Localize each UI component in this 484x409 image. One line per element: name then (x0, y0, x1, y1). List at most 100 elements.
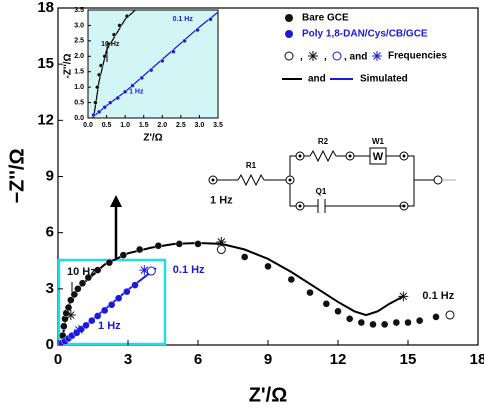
data-point (70, 290, 79, 299)
data-point (106, 41, 111, 47)
zoom-arrow-head (110, 195, 122, 207)
node (402, 154, 406, 158)
legend-marker (284, 51, 294, 61)
frequency-marker (216, 237, 227, 248)
legend-label: Frequencies (388, 51, 447, 62)
legend-label: and (308, 74, 326, 85)
frequency-marker (74, 325, 84, 336)
y-tick-label: 9 (46, 167, 54, 184)
legend: Bare GCE Poly 1,8-DAN/Cys/CB/GCE , , , a… (282, 13, 447, 85)
legend-label: , (300, 52, 303, 63)
legend-marker (285, 30, 293, 38)
circuit-label: R2 (318, 137, 329, 146)
data-point (119, 251, 128, 259)
data-point (148, 67, 154, 73)
data-point (175, 240, 184, 248)
plot-layer (91, 10, 218, 118)
annotation: 1 Hz (210, 195, 233, 207)
data-point (108, 100, 113, 105)
inset-annotation: 10 Hz (101, 41, 120, 48)
data-point (78, 279, 87, 287)
y-tick-label: 3 (46, 280, 54, 297)
inset-annotation: 0.1 Hz (173, 16, 194, 23)
data-point (208, 17, 213, 22)
data-point (96, 109, 102, 115)
x-tick-label: 2.0 (157, 122, 167, 129)
node (348, 154, 352, 158)
inset-annotation: 1 Hz (129, 89, 144, 96)
data-point (415, 316, 424, 325)
data-point (287, 275, 296, 284)
data-point (182, 38, 187, 44)
y-tick-label: 2.5 (74, 38, 84, 45)
inset-y-label: -Z''/Ω (63, 54, 74, 79)
legend-label: Poly 1,8-DAN/Cys/CB/GCE (302, 29, 428, 40)
data-point (392, 318, 401, 327)
capacitor (304, 199, 404, 213)
annotation: 0.1 Hz (173, 264, 205, 276)
data-point (135, 245, 144, 254)
inset-frame (87, 9, 219, 119)
resistor (309, 149, 337, 163)
data-point (306, 288, 314, 297)
x-tick-label: 9 (264, 351, 272, 368)
legend-label: , (324, 52, 327, 63)
frequency-marker (139, 265, 150, 276)
x-tick-label: 3.5 (213, 122, 223, 129)
data-point (105, 258, 114, 267)
node (211, 178, 215, 182)
x-tick-label: 1.0 (120, 122, 130, 129)
data-point (102, 104, 107, 110)
frequency-marker (216, 245, 226, 255)
x-tick-label: 18 (470, 351, 484, 368)
data-point (123, 287, 131, 296)
data-point (93, 266, 102, 274)
y-tick-label: 6 (46, 224, 54, 241)
node (433, 175, 443, 185)
node (402, 204, 406, 208)
fit-line (92, 10, 137, 118)
circuit-label: R1 (246, 161, 257, 170)
legend-marker (308, 51, 318, 61)
y-tick-label: 3.0 (74, 22, 84, 29)
data-point (130, 83, 135, 88)
data-point (91, 112, 96, 118)
data-point (334, 307, 342, 315)
data-point (98, 63, 104, 68)
data-point (154, 242, 163, 250)
data-point (64, 303, 73, 312)
y-tick-label: 0.5 (74, 99, 84, 106)
data-point (345, 315, 354, 323)
x-tick-label: 1.5 (139, 122, 149, 129)
circuit (208, 147, 456, 213)
legend-label: Simulated (360, 74, 408, 85)
data-point (124, 13, 130, 19)
data-point (357, 318, 366, 327)
data-point (160, 58, 165, 64)
x-tick-label: 6 (194, 351, 202, 368)
y-axis-label: −Z''/Ω (6, 149, 28, 204)
y-tick-label: 18 (37, 0, 54, 16)
data-point (107, 301, 116, 309)
legend-marker (332, 51, 342, 61)
wire (289, 155, 296, 207)
data-point (67, 296, 75, 304)
data-point (369, 320, 377, 329)
circuit-label: W (373, 151, 384, 163)
y-tick-label: 1.5 (74, 69, 84, 76)
y-tick-label: 15 (37, 55, 54, 72)
inset-x-label: Z'/Ω (143, 133, 162, 144)
frequency-marker (65, 310, 76, 321)
data-point (74, 285, 82, 293)
data-point (114, 294, 123, 302)
data-point (84, 273, 93, 282)
circuit-label: W1 (372, 137, 385, 146)
node (288, 178, 292, 182)
x-tick-label: 0.0 (83, 122, 93, 129)
x-tick-label: 12 (330, 351, 347, 368)
legend-label: , and (344, 52, 367, 63)
data-point (122, 89, 128, 94)
y-tick-label: 1.0 (74, 84, 84, 91)
data-point (102, 54, 107, 59)
